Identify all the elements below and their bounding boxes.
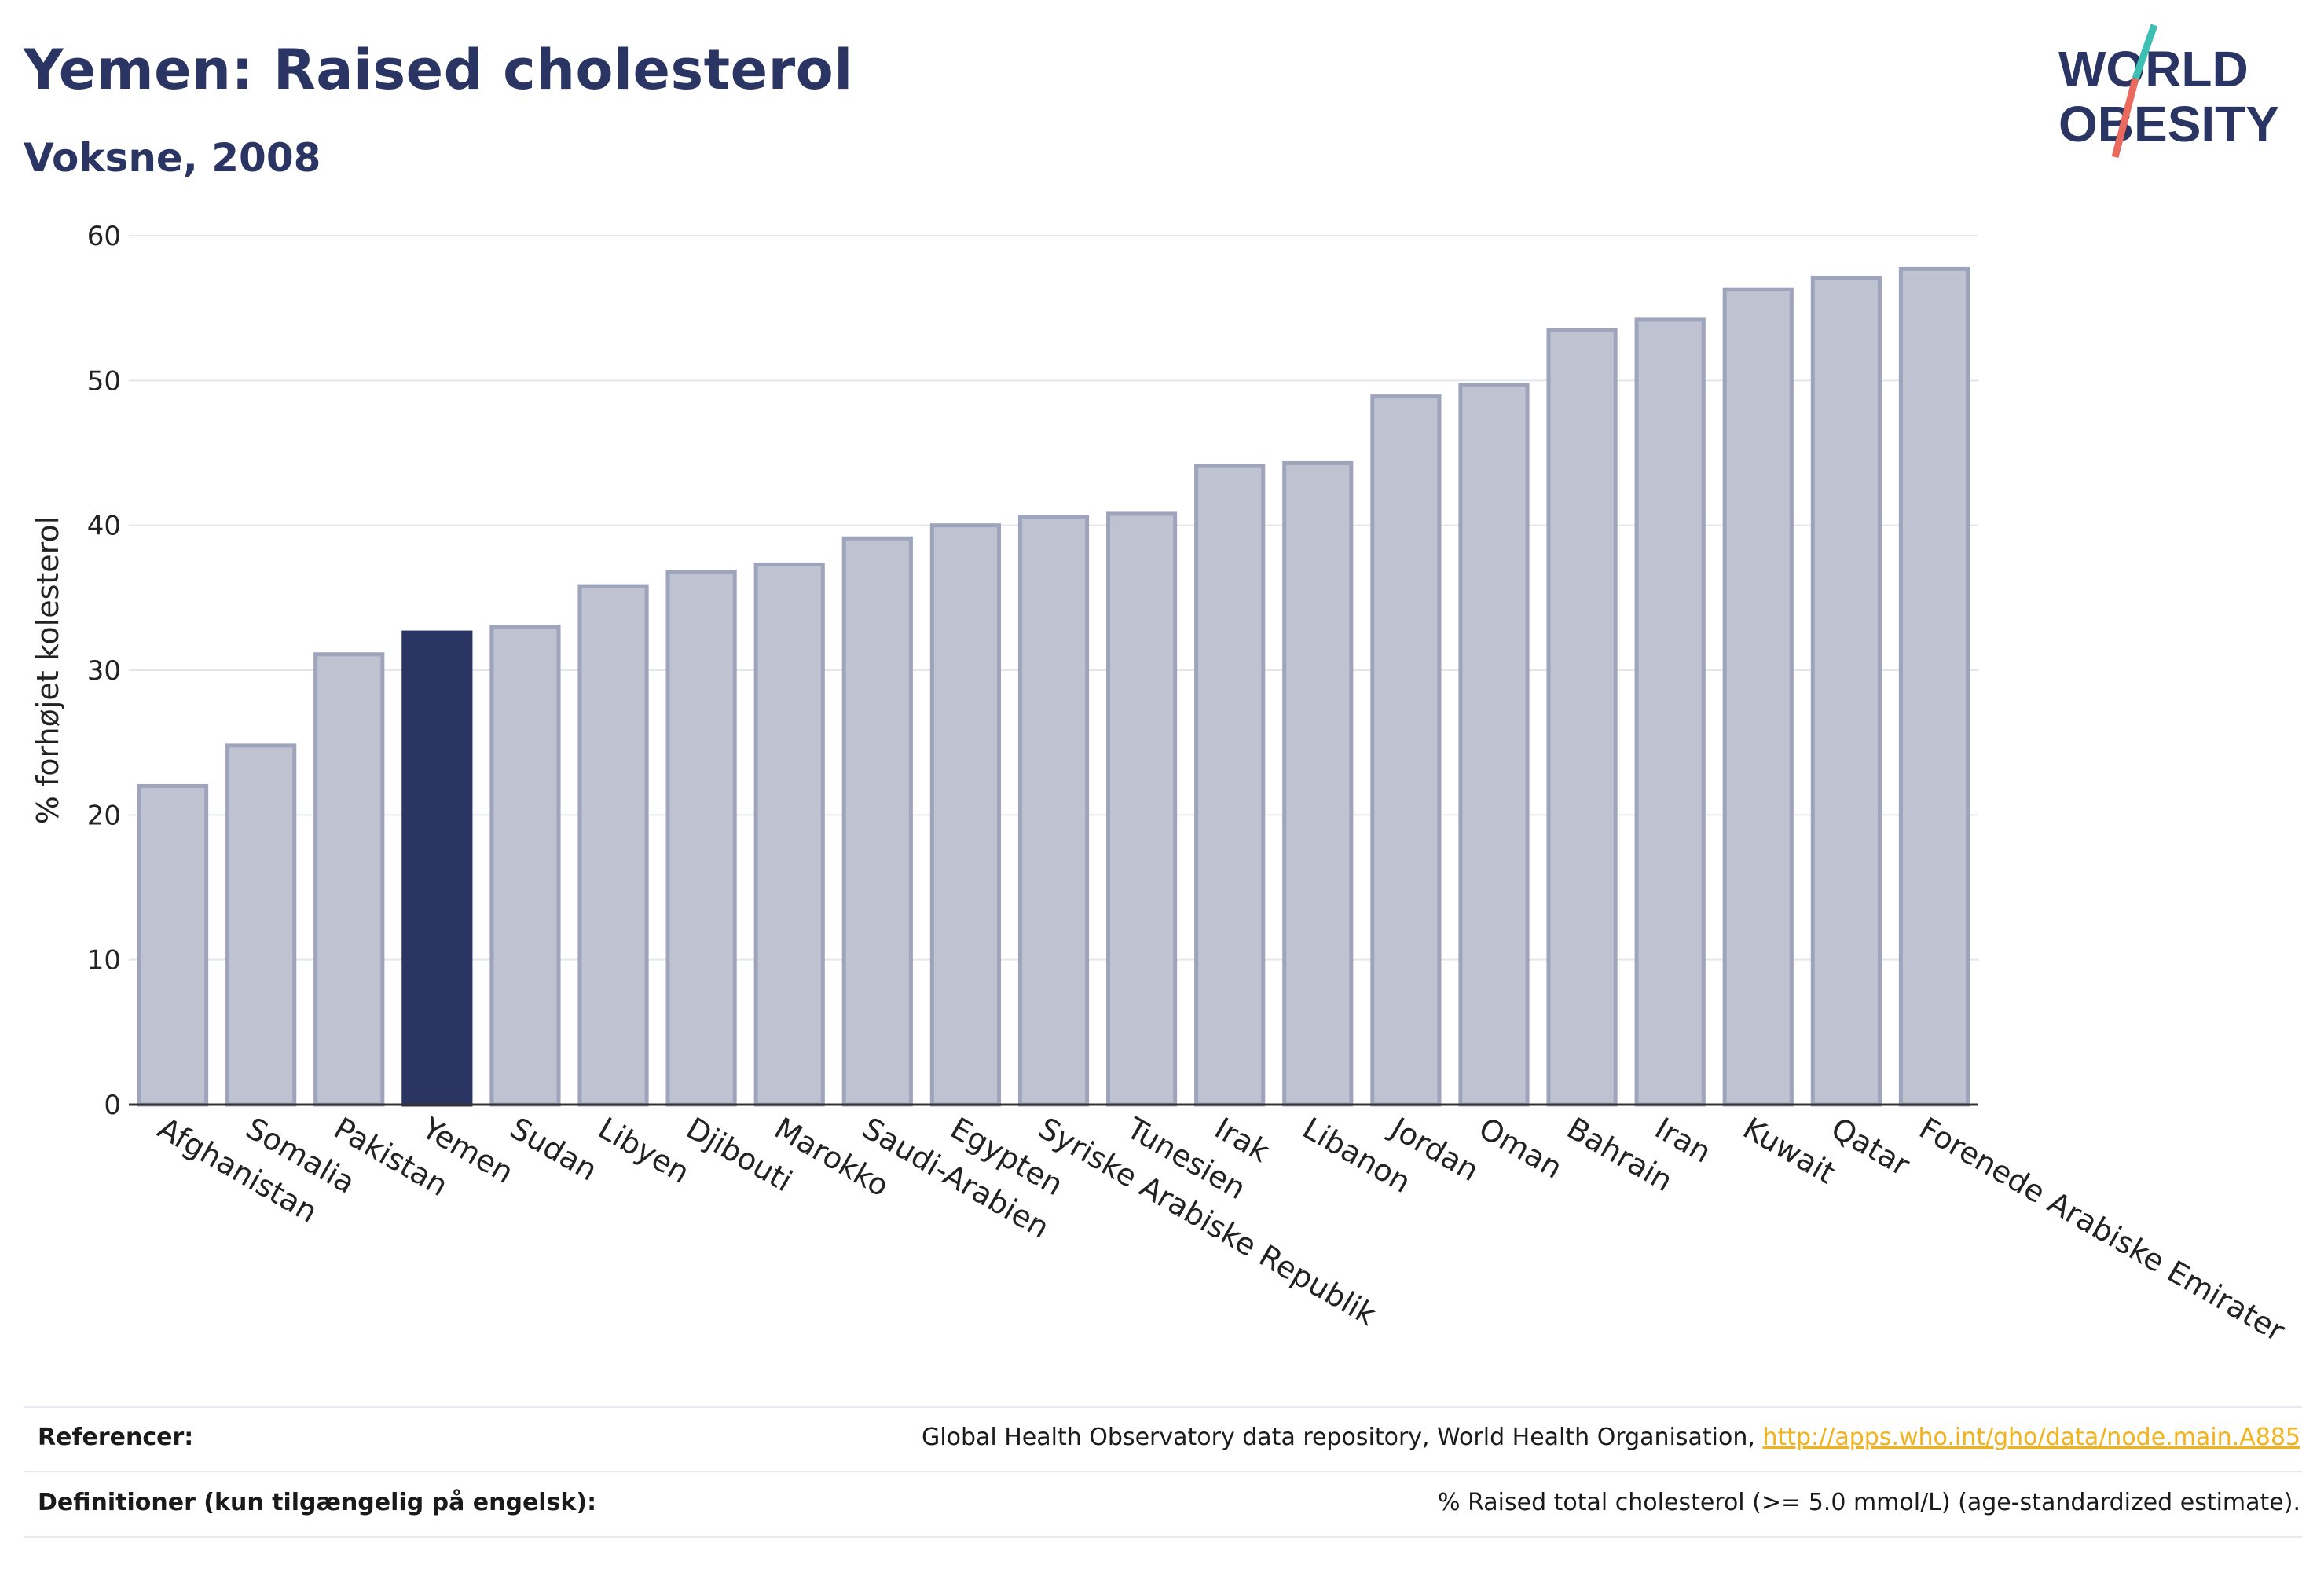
bar [225, 743, 297, 1107]
x-tick-label: Qatar [1825, 1111, 1915, 1183]
y-tick-label: 0 [104, 1090, 121, 1121]
references-text: Global Health Observatory data repositor… [922, 1424, 1763, 1451]
bar [1810, 275, 1882, 1107]
bar [1458, 383, 1530, 1107]
y-tick-label: 50 [87, 365, 121, 397]
logo-slash-teal [2132, 24, 2158, 80]
definitions-label: Definitioner (kun tilgængelig på engelsk… [38, 1489, 597, 1516]
footer-definitions-row: Definitioner (kun tilgængelig på engelsk… [38, 1489, 2300, 1516]
y-tick-label: 40 [87, 511, 121, 542]
bar [1722, 287, 1794, 1107]
y-tick-label: 60 [87, 221, 121, 252]
bar [1105, 511, 1178, 1107]
bar [1194, 464, 1266, 1107]
bar [1634, 317, 1706, 1107]
references-value: Global Health Observatory data repositor… [922, 1424, 2300, 1451]
bar [1898, 266, 1970, 1107]
bar [489, 625, 561, 1107]
bar [1282, 460, 1354, 1107]
bar [577, 584, 649, 1107]
bar [929, 523, 1002, 1107]
footer-references-row: Referencer: Global Health Observatory da… [38, 1424, 2300, 1451]
bar [841, 536, 913, 1107]
bar [665, 570, 737, 1107]
bar [137, 783, 209, 1107]
references-link[interactable]: http://apps.who.int/gho/data/node.main.A… [1762, 1424, 2300, 1451]
bar [1546, 328, 1618, 1107]
definitions-text: % Raised total cholesterol (>= 5.0 mmol/… [1438, 1489, 2300, 1516]
references-label: Referencer: [38, 1424, 194, 1451]
x-tick-label: Libyen [592, 1111, 695, 1190]
y-tick-label: 10 [87, 945, 121, 977]
bar [753, 562, 825, 1107]
footer-divider-bottom [24, 1536, 2302, 1538]
footer-divider-middle [24, 1471, 2302, 1472]
x-tick-label: Oman [1473, 1111, 1568, 1186]
logo-slash-coral [2111, 77, 2139, 159]
logo-text-world: WORLD [2058, 41, 2249, 97]
x-tick-label: Sudan [504, 1111, 603, 1188]
bar [313, 652, 385, 1107]
y-tick-label: 30 [87, 655, 121, 687]
bar [1017, 515, 1090, 1107]
y-axis-label: % forhøjet kolesterol [31, 516, 65, 825]
bar [1370, 394, 1442, 1107]
x-tick-label: Forenede Arabiske Emirater [1913, 1111, 2290, 1349]
logo-text-obesity: OBESITY [2058, 96, 2279, 152]
bar-highlighted [401, 630, 473, 1107]
y-tick-label: 20 [87, 800, 121, 831]
x-tick-label: Kuwait [1737, 1111, 1841, 1191]
world-obesity-logo: WORLD OBESITY [2058, 24, 2279, 159]
footer-divider-top [24, 1406, 2302, 1408]
chart-subtitle: Voksne, 2008 [24, 135, 321, 181]
chart-title: Yemen: Raised cholesterol [24, 38, 853, 102]
